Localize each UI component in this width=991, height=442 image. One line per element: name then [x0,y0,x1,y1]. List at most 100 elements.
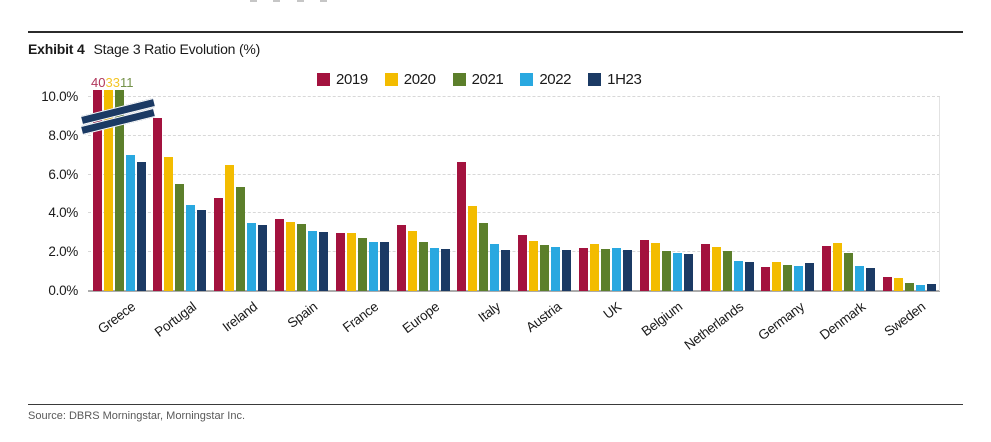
legend-swatch-2022 [520,73,534,86]
bar-italy-2022 [490,244,500,291]
bar-portugal-2020 [164,157,174,291]
bar-ireland-2020 [225,164,235,291]
plot-right-border [939,97,940,291]
bar-ireland-1H23 [258,225,268,291]
exhibit-number: Exhibit 4 [28,41,85,57]
bar-austria-2020 [529,240,539,291]
legend-label-2021: 2021 [471,71,504,88]
bar-spain-2019 [274,219,284,291]
bar-germany-2020 [772,261,782,291]
bar-spain-2022 [307,230,317,291]
legend-item-2019: 2019 [317,71,368,88]
bar-europe-2021 [418,241,428,291]
bar-germany-2019 [761,266,771,291]
bar-italy-2021 [479,223,489,291]
bar-austria-2019 [518,234,528,291]
gridline-8.0% [88,134,940,136]
axis-break-marker [81,98,155,140]
legend-swatch-2019 [317,73,330,86]
legend-label-2022: 2022 [539,71,572,88]
bar-italy-2019 [457,162,467,291]
bar-sweden-1H23 [926,284,936,291]
legend-item-2020: 2020 [384,71,436,88]
bar-spain-2020 [285,222,295,291]
annotation-value-2019: 40 [91,75,106,90]
cropped-text-artifact [250,0,257,2]
bar-italy-2020 [468,205,478,291]
bar-europe-2020 [407,230,417,291]
greece-true-values-annotation: 403311 [91,75,133,90]
bar-france-2022 [368,241,378,291]
bar-uk-2022 [611,248,621,291]
legend-swatch-1H23 [588,73,602,86]
y-label-2.0%: 2.0% [48,244,78,260]
exhibit-title: Exhibit 4 Stage 3 Ratio Evolution (%) [28,41,260,57]
bar-austria-1H23 [562,250,572,291]
bar-europe-2019 [396,225,406,291]
bar-denmark-2021 [844,253,854,291]
bar-germany-1H23 [805,262,815,291]
bar-denmark-2022 [855,265,865,291]
bar-uk-1H23 [622,250,632,291]
bar-france-2021 [357,237,367,291]
cropped-text-artifact [273,0,280,2]
bar-belgium-2022 [672,253,682,291]
legend-label-2019: 2019 [336,71,368,88]
bar-europe-1H23 [440,249,450,291]
chart-legend: 2019 2020 2021 2022 1H23 [317,71,642,88]
bar-sweden-2020 [893,278,903,291]
bar-uk-2020 [589,244,599,291]
bar-france-2019 [335,232,345,291]
bar-portugal-2022 [186,204,196,291]
bar-italy-1H23 [501,250,511,291]
bar-ireland-2022 [247,223,257,291]
bar-france-2020 [346,232,356,291]
exhibit-subtitle: Stage 3 Ratio Evolution (%) [93,41,261,57]
bar-sweden-2022 [915,285,925,291]
legend-item-2022: 2022 [520,71,572,88]
gridline-2.0% [88,251,940,253]
gridline-10.0% [88,96,940,97]
y-label-6.0%: 6.0% [48,166,78,182]
bar-greece-2021 [114,90,124,291]
bar-greece-2020 [103,90,113,291]
bar-belgium-2021 [661,251,671,291]
bar-sweden-2019 [882,277,892,291]
legend-label-1H23: 1H23 [607,71,642,88]
source-note: Source: DBRS Morningstar, Morningstar In… [28,410,246,422]
y-label-10.0%: 10.0% [41,89,78,104]
bar-portugal-2021 [175,184,185,291]
gridline-4.0% [88,212,940,214]
bar-austria-2022 [551,247,561,291]
bar-belgium-2020 [650,242,660,291]
y-label-8.0%: 8.0% [48,127,78,143]
bar-belgium-1H23 [683,254,693,291]
bar-spain-2021 [296,224,306,291]
bar-netherlands-2019 [700,243,710,291]
top-divider [28,31,963,33]
bar-europe-2022 [429,248,439,291]
bar-netherlands-1H23 [744,261,754,291]
annotation-value-2021: 11 [119,75,134,90]
legend-item-1H23: 1H23 [588,71,642,88]
legend-swatch-2021 [452,73,466,86]
cropped-text-artifact [297,0,304,2]
bar-greece-2019 [92,90,102,291]
bar-greece-2022 [125,155,135,291]
bar-netherlands-2022 [733,260,743,291]
annotation-value-2020: 33 [105,75,120,90]
bar-denmark-2020 [833,242,843,291]
gridline-0.0% [88,290,940,292]
bar-sweden-2021 [904,283,914,291]
legend-item-2021: 2021 [452,71,504,88]
bar-belgium-2019 [639,239,649,291]
bar-germany-2022 [794,265,804,291]
plot-area [88,90,940,292]
legend-label-2020: 2020 [403,71,436,88]
bar-germany-2021 [783,264,793,291]
bar-ireland-2021 [236,187,246,291]
bar-france-1H23 [379,241,389,291]
y-label-4.0%: 4.0% [48,205,78,221]
bar-denmark-1H23 [866,267,876,291]
